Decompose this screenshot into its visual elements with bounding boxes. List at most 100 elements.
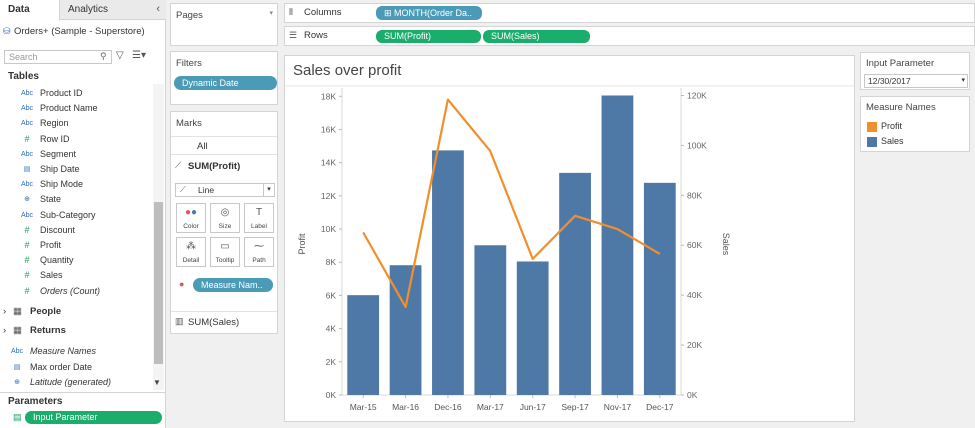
field-search-input[interactable]: Search xyxy=(4,50,112,64)
chevron-down-icon[interactable]: ▾ xyxy=(269,10,273,17)
y-left-tick-label: 18K xyxy=(321,91,336,101)
bar-mark-icon: ▥ xyxy=(175,316,184,326)
datasource-icon: ⛁ xyxy=(3,26,11,36)
x-tick-label: Mar-16 xyxy=(392,402,419,412)
columns-shelf[interactable]: ⦀ Columns ⊞ MONTH(Order Da.. xyxy=(284,3,975,23)
measure-icon: # xyxy=(24,285,30,296)
measure-names-color-pill[interactable]: Measure Nam.. xyxy=(193,278,273,292)
line-mark-icon: ⟋ xyxy=(175,160,182,170)
path-button[interactable]: ⁓ Path xyxy=(244,237,274,267)
marks-sales-row[interactable]: ▥ SUM(Sales) xyxy=(171,311,277,331)
dimension-icon: Abc xyxy=(20,90,34,97)
mark-type-select[interactable]: ⟋ Line ▾ xyxy=(175,183,275,197)
data-pane: Data Analytics ‹ ⛁ Orders+ (Sample - Sup… xyxy=(0,0,166,428)
bar-sales xyxy=(601,95,634,396)
bar-sales xyxy=(559,172,591,395)
y-left-tick-label: 14K xyxy=(321,158,336,168)
expand-icon: › xyxy=(3,325,7,336)
measure-names-legend: Measure Names Profit Sales xyxy=(860,96,970,152)
field-label: Max order Date xyxy=(30,361,93,372)
y-left-tick-label: 8K xyxy=(326,257,337,267)
collapse-pane-icon[interactable]: ‹ xyxy=(156,3,160,15)
x-tick-label: Sep-17 xyxy=(561,402,589,412)
x-tick-label: Dec-16 xyxy=(434,402,462,412)
y-right-tick-label: 20K xyxy=(687,340,702,350)
field-label: Segment xyxy=(40,148,77,159)
input-parameter-card: Input Parameter 12/30/2017 ▾ xyxy=(860,52,970,90)
dynamic-date-filter-pill[interactable]: Dynamic Date xyxy=(174,76,277,90)
label-icon: T xyxy=(255,207,263,218)
field-label: Ship Mode xyxy=(40,179,84,190)
y-left-tick-label: 0K xyxy=(326,390,337,400)
y-right-axis-title: Sales xyxy=(721,233,731,256)
month-order-date-pill[interactable]: ⊞ MONTH(Order Da.. xyxy=(376,6,482,20)
expand-icon: ⊞ xyxy=(384,8,395,18)
bar-sales xyxy=(474,245,507,395)
datasource-name[interactable]: ⛁ Orders+ (Sample - Superstore) xyxy=(3,26,145,37)
table-icon: ▦ xyxy=(13,306,22,317)
y-right-tick-label: 0K xyxy=(687,390,698,400)
marks-profit-row[interactable]: ⟋ SUM(Profit) xyxy=(175,160,241,172)
x-tick-label: Jun-17 xyxy=(520,402,546,412)
legend-item-sales[interactable]: Sales xyxy=(867,135,904,147)
scrollbar-thumb[interactable] xyxy=(154,202,163,364)
field-label: Row ID xyxy=(40,133,70,144)
measure-icon: # xyxy=(24,240,30,250)
label-button[interactable]: T Label xyxy=(244,203,274,233)
globe-icon: ⊕ xyxy=(14,379,20,386)
sum-profit-pill[interactable]: SUM(Profit) xyxy=(376,30,481,43)
pages-card[interactable]: Pages ▾ xyxy=(170,3,278,46)
input-parameter-select[interactable]: 12/30/2017 ▾ xyxy=(864,74,968,88)
filter-icon[interactable]: ▽ xyxy=(116,50,124,61)
legend-title: Measure Names xyxy=(866,102,936,113)
filters-card[interactable]: Filters Dynamic Date xyxy=(170,51,278,105)
path-icon: ⁓ xyxy=(254,241,264,252)
pages-title: Pages xyxy=(176,10,203,21)
scroll-down-icon[interactable]: ▼ xyxy=(153,378,161,387)
parameters-header: Parameters xyxy=(8,396,63,407)
dimension-icon: Abc xyxy=(20,181,34,189)
field-label: Sales xyxy=(40,270,63,281)
chevron-down-icon: ▾ xyxy=(263,184,274,196)
y-left-axis-title: Profit xyxy=(297,233,307,255)
legend-item-profit[interactable]: Profit xyxy=(867,120,902,132)
date-icon: ▤ xyxy=(23,166,31,173)
filters-title: Filters xyxy=(176,58,202,69)
data-pane-tabbar: Data Analytics ‹ xyxy=(0,0,166,21)
field-label: Region xyxy=(40,118,69,129)
table-icon: ▦ xyxy=(13,325,22,336)
field-label: Orders (Count) xyxy=(40,285,101,296)
bar-sales xyxy=(432,150,464,395)
bar-sales xyxy=(516,261,549,395)
field-label: Product Name xyxy=(40,103,98,114)
field-label: Ship Date xyxy=(40,164,80,174)
y-left-tick-label: 10K xyxy=(321,224,336,234)
size-icon: ◎ xyxy=(220,207,230,218)
measure-icon: # xyxy=(24,133,30,144)
size-button[interactable]: ◎ Size xyxy=(210,203,240,233)
field-label: Profit xyxy=(40,240,62,250)
expand-icon: › xyxy=(3,306,7,317)
tooltip-button[interactable]: ▭ Tooltip xyxy=(210,237,240,267)
globe-icon: ⊕ xyxy=(24,196,30,204)
chevron-down-icon: ▾ xyxy=(961,77,965,84)
color-mark-icon: ● xyxy=(179,279,185,289)
rows-shelf[interactable]: ☰ Rows SUM(Profit) SUM(Sales) xyxy=(284,26,975,46)
x-tick-label: Nov-17 xyxy=(604,402,632,412)
y-left-tick-label: 2K xyxy=(326,357,337,367)
sum-sales-pill[interactable]: SUM(Sales) xyxy=(483,30,590,43)
tables-header: Tables xyxy=(8,71,39,82)
input-parameter-pill[interactable]: Input Parameter xyxy=(25,411,162,424)
y-right-tick-label: 40K xyxy=(687,290,702,300)
field-label: Product ID xyxy=(40,88,83,98)
detail-button[interactable]: ⁂ Detail xyxy=(176,237,206,267)
tab-analytics[interactable]: Analytics xyxy=(68,4,109,15)
color-button[interactable]: ●● Color xyxy=(176,203,206,233)
field-label: Measure Names xyxy=(30,346,97,356)
tooltip-icon: ▭ xyxy=(220,241,230,252)
y-right-tick-label: 60K xyxy=(687,240,702,250)
view-options-icon[interactable]: ☰▾ xyxy=(132,50,146,61)
marks-all-row[interactable]: All xyxy=(171,136,277,155)
tab-data[interactable]: Data xyxy=(0,0,60,21)
